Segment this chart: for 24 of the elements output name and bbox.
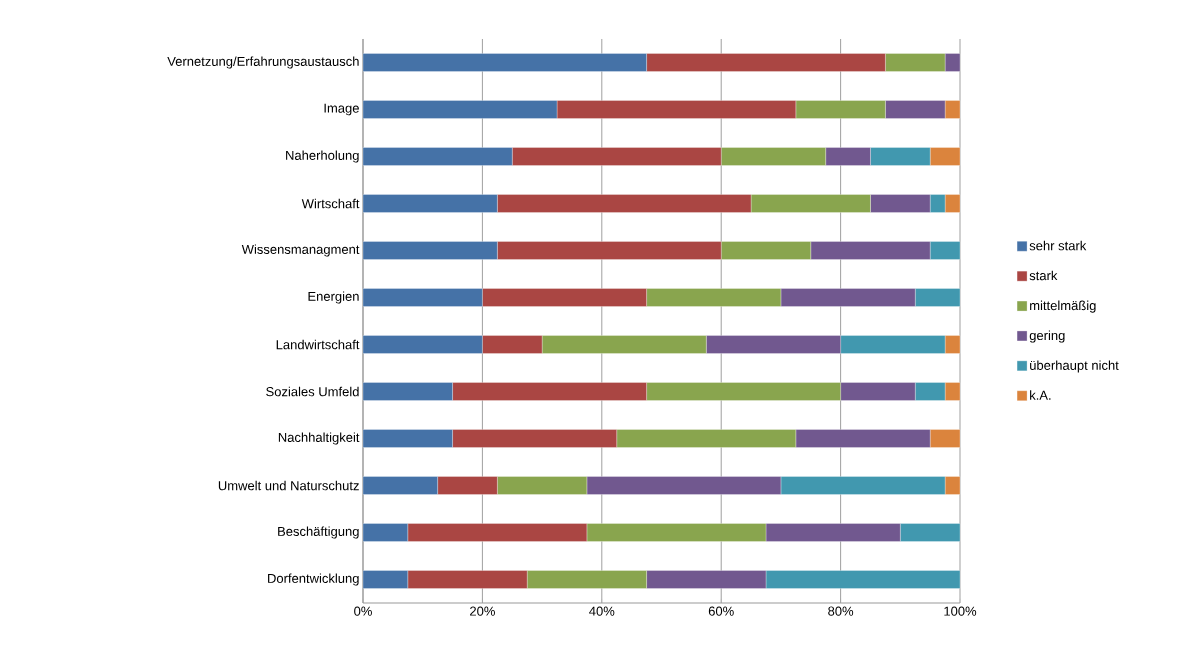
- legend-label: gering: [1029, 330, 1065, 343]
- y-tick-label: Soziales Umfeld: [266, 386, 359, 397]
- legend-label: sehr stark: [1029, 240, 1087, 251]
- y-tick-label: Wissensmanagment: [241, 244, 360, 257]
- y-tick-label: Naherholung: [286, 150, 359, 163]
- y-tick-label: Wirtschaft: [301, 198, 360, 209]
- y-tick-label: Nachhaltigkeit: [278, 432, 360, 445]
- x-tick-label: 60%: [708, 606, 734, 616]
- y-tick-label: Landwirtschaft: [276, 339, 360, 350]
- y-tick-label: Beschäftigung: [278, 526, 359, 539]
- y-tick-label: Umwelt und Naturschutz: [218, 480, 359, 491]
- x-tick-label: 100%: [944, 606, 977, 616]
- legend-label: überhaupt nicht: [1030, 360, 1119, 373]
- legend-label: mittelmäßig: [1030, 300, 1096, 313]
- x-tick-label: 20%: [470, 606, 495, 616]
- y-tick-label: Vernetzung/Erfahrungsaustausch: [167, 56, 359, 69]
- y-tick-label: Energien: [308, 291, 359, 304]
- y-tick-label: Dorfentwicklung: [268, 573, 359, 586]
- x-tick-label: 0%: [354, 606, 372, 616]
- x-tick-label: 40%: [589, 606, 615, 616]
- x-tick-label: 80%: [828, 606, 854, 616]
- legend-label: stark: [1029, 270, 1058, 281]
- y-tick-label: Image: [324, 103, 359, 116]
- legend-label: k.A.: [1030, 390, 1051, 400]
